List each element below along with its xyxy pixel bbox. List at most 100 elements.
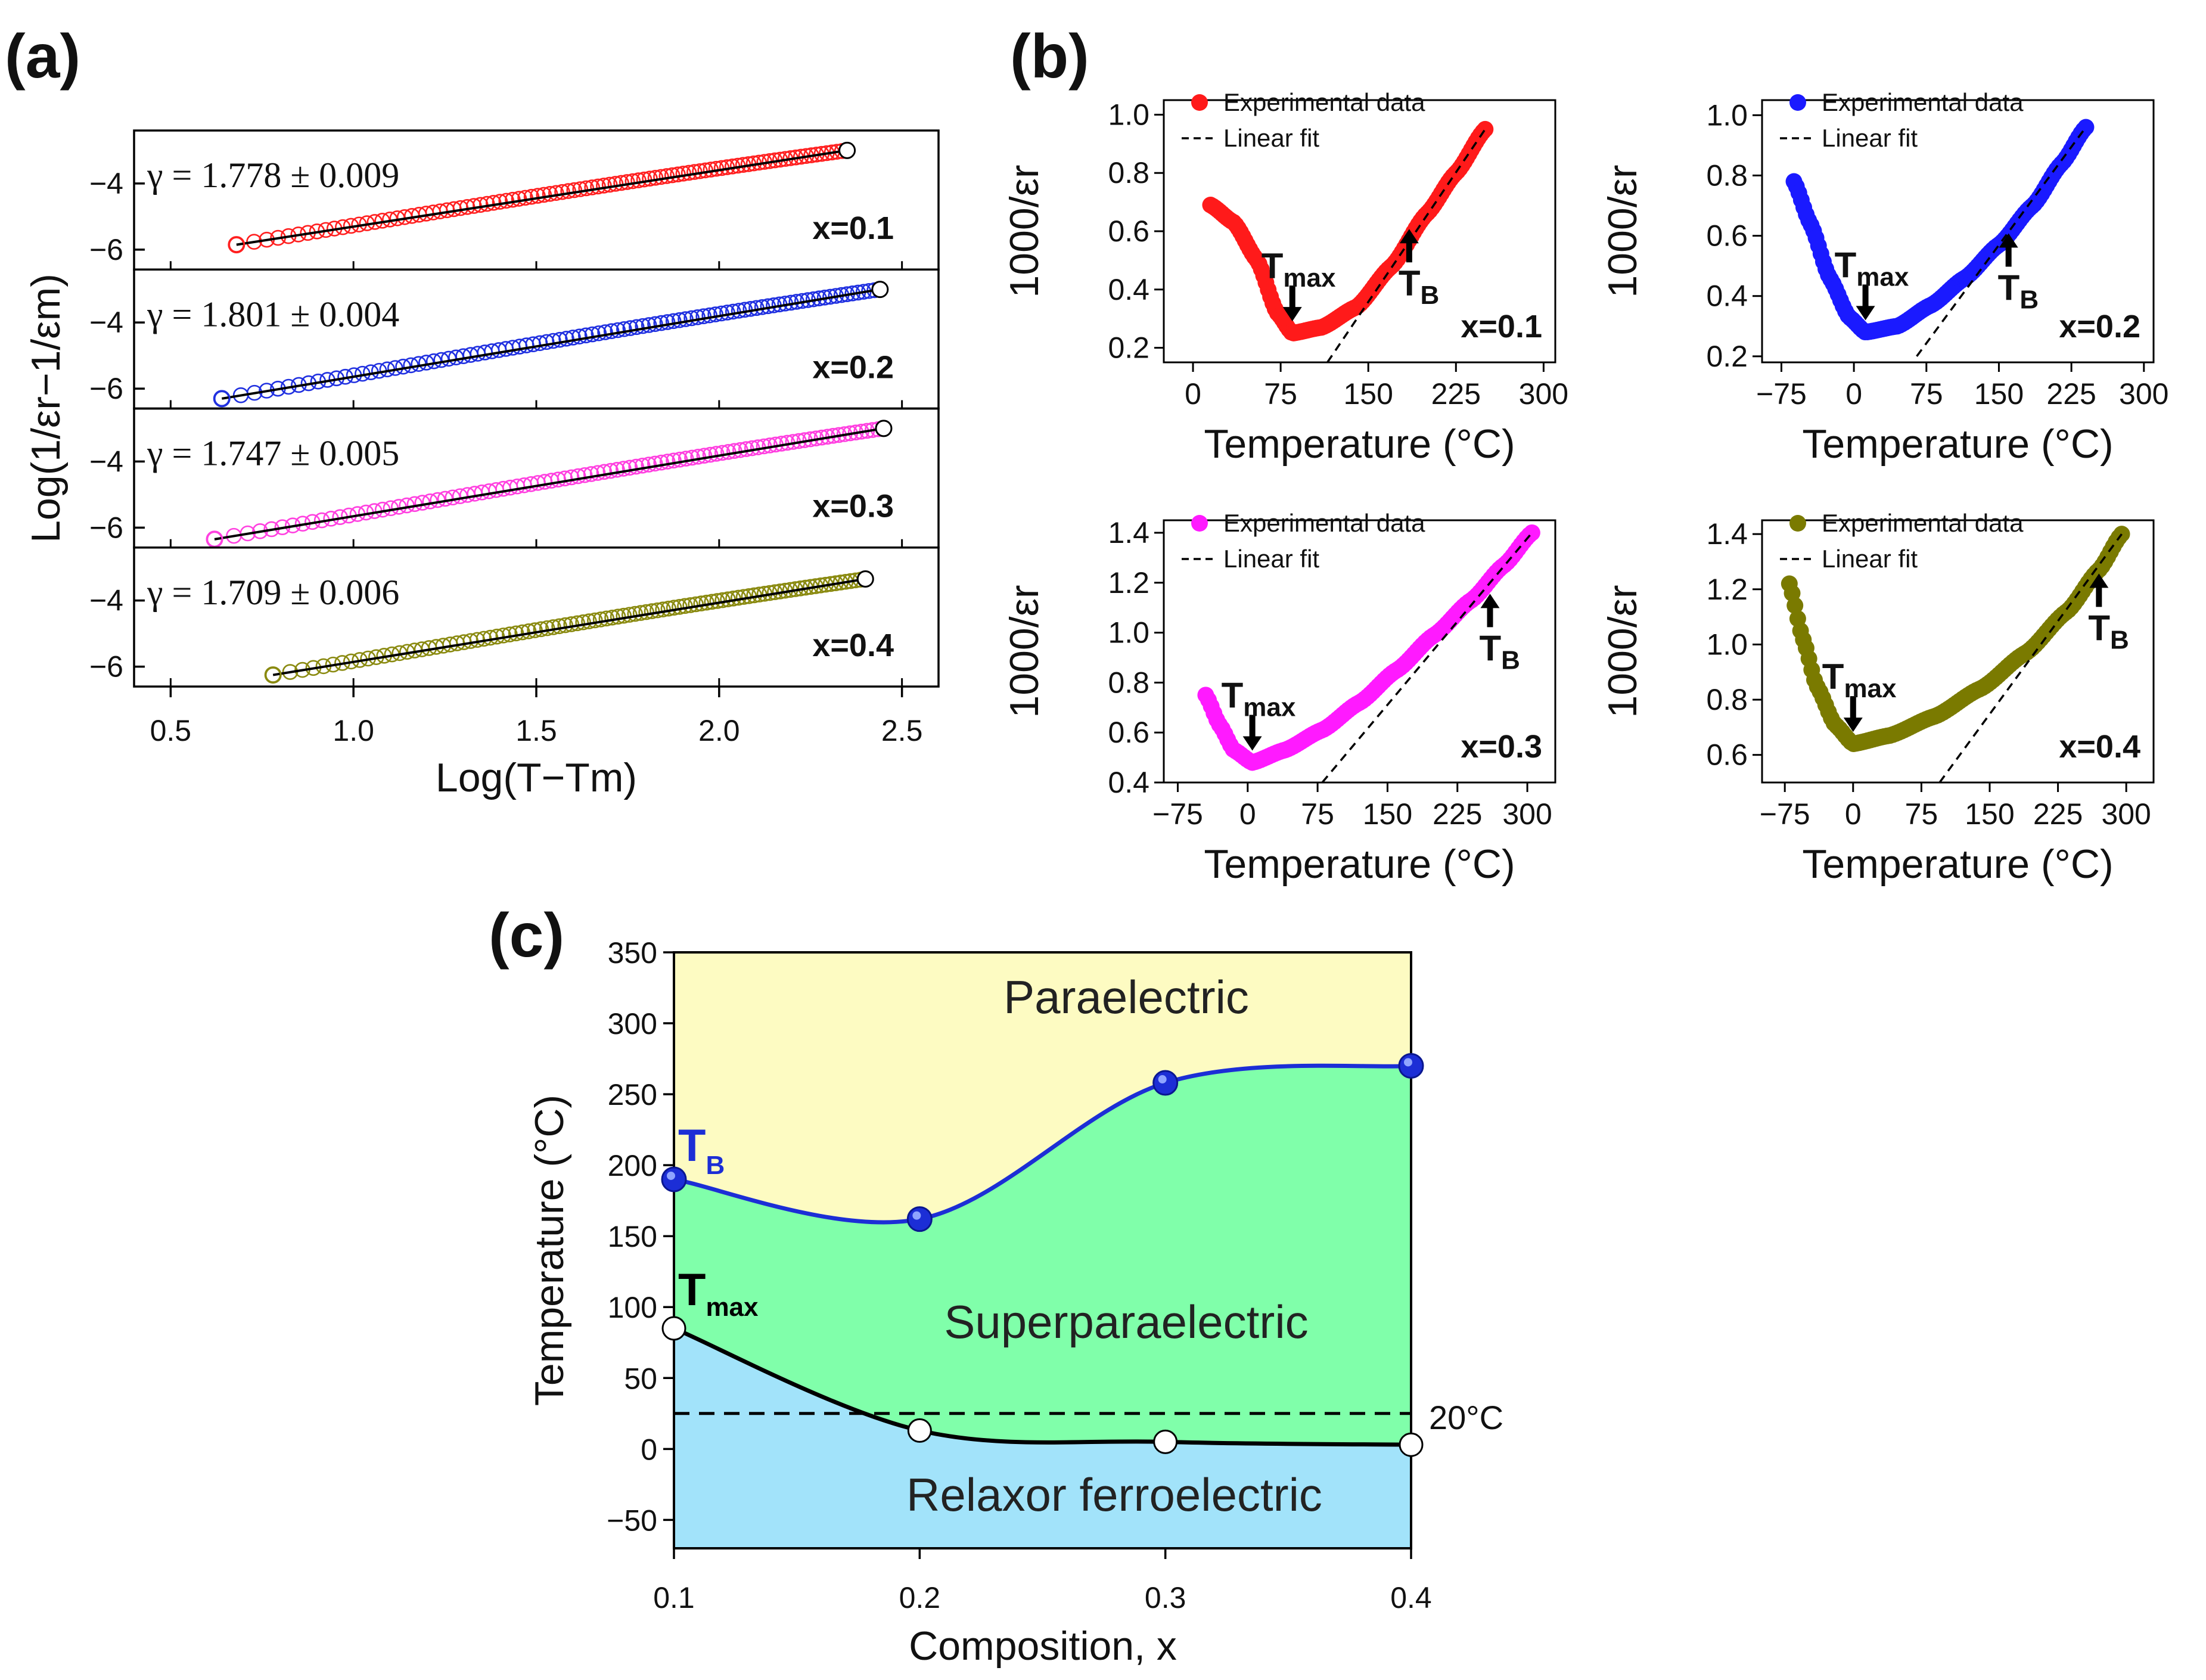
data-point	[616, 607, 632, 624]
data-point	[575, 614, 591, 631]
xtick-label: 0	[1845, 377, 1862, 411]
ylabel: 1000/εr	[1600, 585, 1645, 718]
data-point	[589, 465, 606, 481]
data-point	[1477, 120, 1494, 138]
xtick-label: 0	[1239, 797, 1256, 831]
data-point	[665, 313, 682, 330]
tmax-label: Tmax	[1222, 675, 1296, 722]
region-label-relaxor: Relaxor ferroelectric	[906, 1468, 1322, 1521]
xlabel: Temperature (°C)	[1204, 421, 1515, 467]
data-point	[622, 459, 638, 476]
ytick-label: 0.6	[1108, 716, 1149, 749]
xtick-label: 225	[1433, 797, 1482, 831]
data-point	[558, 330, 574, 347]
tb-point-highlight	[667, 1171, 675, 1180]
panel-a-series-1	[228, 141, 856, 254]
panel-label-a: (a)	[5, 22, 80, 91]
data-point	[635, 318, 651, 334]
linear-fit-line	[1916, 126, 2087, 357]
data-point	[678, 451, 694, 467]
tb-label: TB	[1998, 268, 2039, 314]
composition-label: x=0.2	[2059, 309, 2140, 344]
data-point	[610, 608, 626, 625]
data-point	[603, 323, 620, 340]
xlabel: Temperature (°C)	[1204, 841, 1515, 887]
ytick-label: 0.8	[1706, 159, 1748, 192]
tmax-arrow-icon	[1282, 285, 1302, 322]
tmax-boundary-line	[674, 1326, 1411, 1447]
data-point	[696, 448, 713, 464]
xtick-label: 0.5	[150, 714, 192, 747]
tmax-data-point	[1399, 1432, 1424, 1457]
endpoint-marker	[875, 420, 893, 437]
startpoint-marker	[213, 390, 231, 408]
ytick-label: 0.2	[1706, 340, 1748, 373]
data-point	[563, 616, 579, 632]
region-relaxor-fill	[674, 1328, 1411, 1548]
data-point	[621, 607, 638, 623]
data-point	[583, 466, 599, 482]
panel-a-frame-4	[133, 546, 940, 688]
tb-label-main: T	[1480, 628, 1502, 668]
xtick-label: 75	[1301, 797, 1334, 831]
panel-a-series-3	[206, 420, 893, 547]
tb-data-point	[1398, 1052, 1424, 1079]
fit-line	[236, 149, 847, 246]
ytick-label: −4	[89, 584, 123, 617]
fit-line	[214, 427, 884, 541]
tb-point-highlight	[1158, 1075, 1167, 1084]
ytick-label: 0.2	[1108, 331, 1149, 365]
ytick-label: −4	[89, 167, 123, 200]
tb-label-sub: B	[1501, 645, 1520, 675]
ytick-label: 1.0	[1108, 98, 1149, 131]
composition-label: x=0.3	[1461, 729, 1542, 765]
data-point	[577, 327, 594, 344]
data-point	[609, 461, 625, 478]
ytick-label: 0.4	[1108, 273, 1149, 306]
data-point	[632, 605, 649, 621]
plot-area	[1197, 524, 1540, 782]
data-point	[557, 617, 573, 634]
data-point	[554, 184, 570, 200]
ytick-label: 0	[641, 1433, 657, 1466]
subplot-frame	[1761, 519, 2155, 784]
legend-marker	[1789, 94, 1806, 111]
ytick-label: 250	[608, 1078, 657, 1111]
ytick-label: −6	[89, 233, 123, 266]
data-point	[565, 330, 581, 346]
tmax-data-point	[1153, 1429, 1178, 1454]
data-point	[622, 320, 639, 336]
tb-arrow-icon	[2089, 573, 2109, 607]
xtick-label: −75	[1756, 377, 1807, 411]
tmax-label-main: T	[1262, 246, 1284, 286]
xtick-label: 225	[2046, 377, 2096, 411]
xtick-label: 0.2	[899, 1581, 941, 1614]
xtick-label: 0.1	[653, 1581, 695, 1614]
reference-line-label: 20°C	[1429, 1399, 1503, 1436]
tb-label-main: T	[1998, 268, 2020, 308]
data-point	[653, 315, 670, 331]
subplot-frame	[1163, 519, 1556, 784]
endpoint-marker	[838, 141, 856, 159]
tb-data-point	[1152, 1070, 1179, 1096]
plot-area	[1785, 119, 2095, 357]
data-point	[684, 449, 700, 466]
data-point	[628, 458, 644, 475]
xtick-label: 300	[1519, 377, 1568, 411]
composition-label: x=0.2	[812, 349, 894, 385]
plot-area	[1202, 120, 1494, 362]
data-point	[587, 612, 603, 629]
data-point	[616, 461, 632, 477]
data-point	[601, 176, 618, 193]
panel-a-series-4	[264, 570, 874, 684]
tmax-label-sub: max	[1283, 263, 1336, 293]
ytick-label: 0.8	[1108, 156, 1149, 190]
gamma-label: γ = 1.801 ± 0.004	[147, 294, 399, 334]
subplot-frame	[1761, 99, 2155, 364]
tb-point-highlight	[912, 1211, 921, 1220]
fit-line	[221, 288, 881, 400]
ytick-label: 350	[608, 936, 657, 970]
data-point	[666, 452, 682, 469]
fit-line	[272, 577, 866, 676]
ytick-label: −4	[89, 306, 123, 339]
